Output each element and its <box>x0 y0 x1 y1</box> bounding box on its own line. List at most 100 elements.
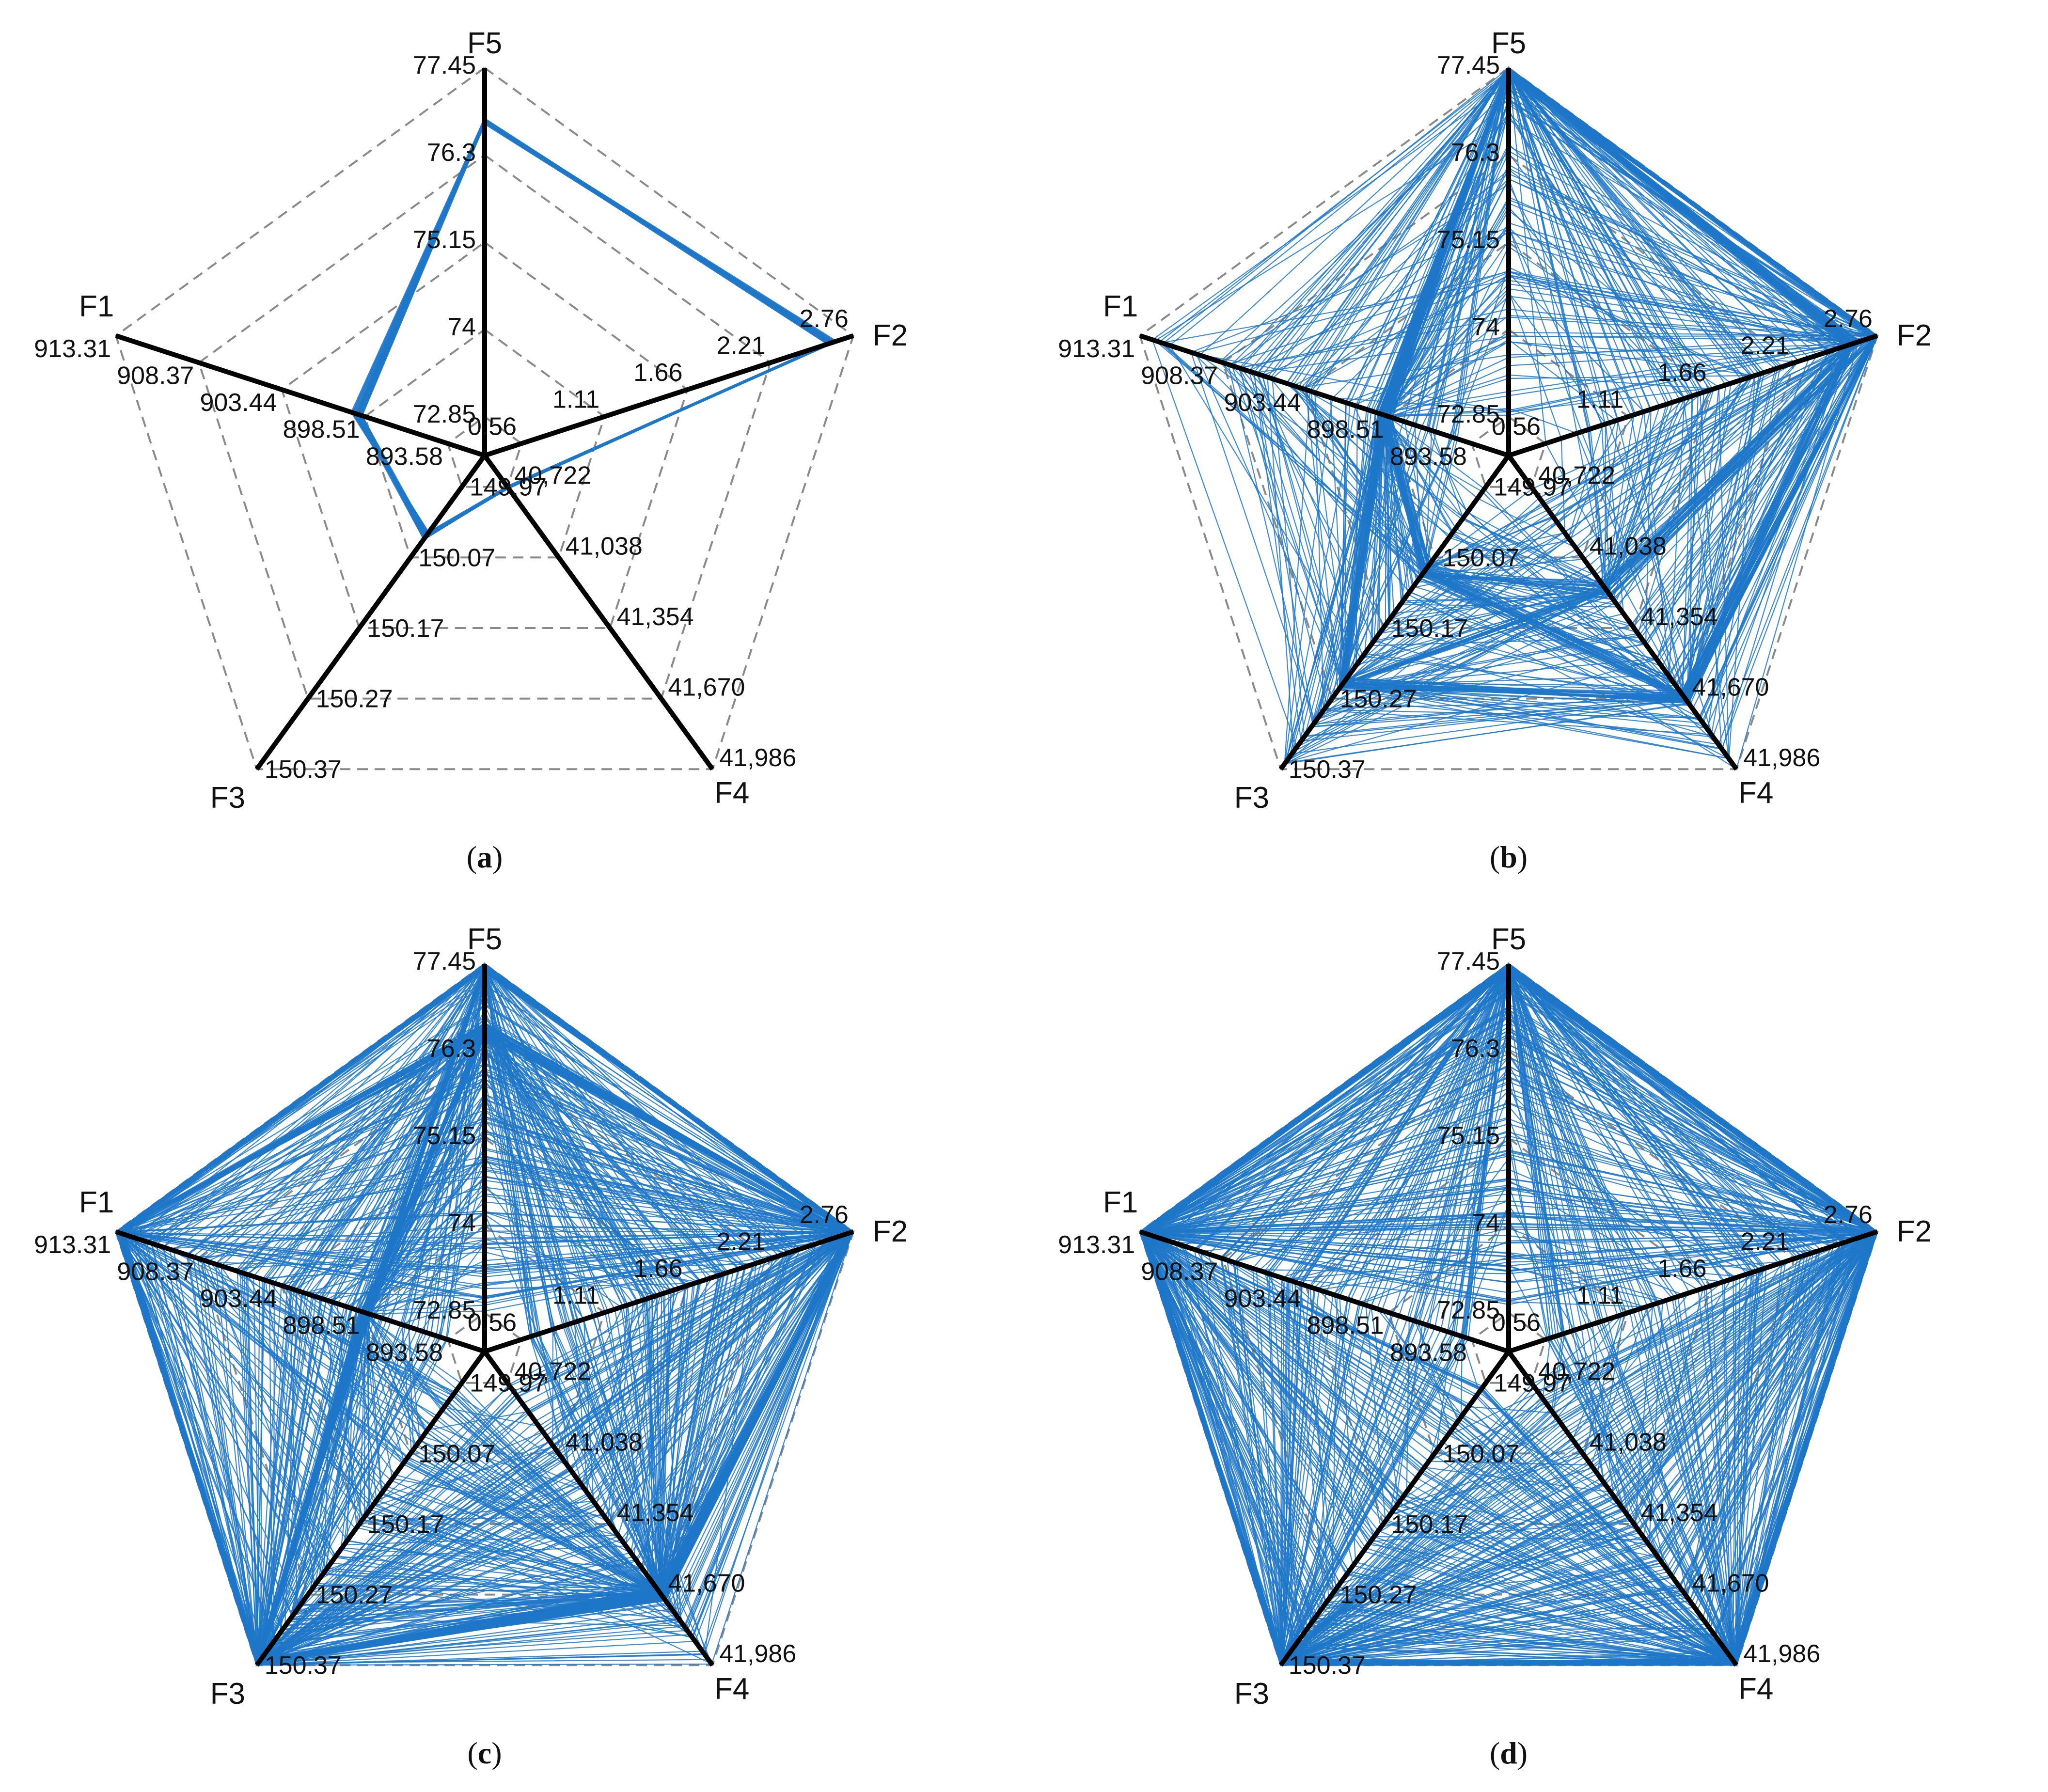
solution-line <box>360 121 835 539</box>
tick-label-F1: 913.31 <box>1058 335 1135 363</box>
tick-label-F2: 0.56 <box>468 1308 517 1336</box>
tick-label-F3: 150.07 <box>1442 1440 1519 1468</box>
tick-label-F5: 75.15 <box>413 1122 476 1150</box>
solution-line <box>1383 341 1756 760</box>
tick-label-F2: 1.11 <box>552 386 599 414</box>
solution-line <box>1141 1232 1870 1665</box>
tick-label-F5: 76.3 <box>1451 139 1500 167</box>
tick-label-F4: 41,354 <box>617 603 694 631</box>
caption-close-paren: ) <box>491 1736 502 1770</box>
solution-line <box>1284 970 1878 1661</box>
solution-line <box>1139 965 1704 1618</box>
tick-label-F4: 41,986 <box>1743 744 1820 772</box>
axis-name-F5: F5 <box>1491 27 1526 60</box>
solution-line <box>1419 267 1751 584</box>
solution-line <box>210 1232 851 1595</box>
tick-label-F4: 40,722 <box>514 1358 591 1386</box>
solution-line <box>1390 408 1608 592</box>
tick-label-F3: 150.07 <box>1442 544 1519 572</box>
solution-line <box>152 1077 583 1487</box>
solution-line <box>1414 972 1757 1666</box>
solution-line <box>1388 375 1756 699</box>
axis-F4 <box>482 1350 715 1667</box>
solution-line <box>1256 1231 1878 1664</box>
caption-open-paren: ( <box>1490 1736 1500 1770</box>
tick-label-F1: 898.51 <box>1307 1312 1384 1340</box>
solution-line <box>354 118 834 535</box>
axis-names: F1 F2 F3 F4 F5 <box>79 27 908 815</box>
radar-panel-b: 893.58 898.51 903.44 908.37 913.31 0.56 1.11 1.… <box>1024 0 2048 896</box>
tick-label-F4: 41,038 <box>566 1428 643 1456</box>
solution-line <box>115 964 658 1589</box>
caption-letter: b <box>1500 840 1517 874</box>
solution-line <box>1280 1257 1740 1666</box>
tick-label-F5: 77.45 <box>1437 51 1500 79</box>
tick-label-F4: 41,354 <box>1641 1499 1718 1527</box>
tick-label-F5: 72.85 <box>413 400 476 428</box>
solution-line <box>355 118 837 541</box>
caption-letter: a <box>477 840 492 874</box>
axis-F4 <box>1506 454 1739 771</box>
grid-ring-1 <box>446 415 523 488</box>
tick-label-F5: 77.45 <box>413 51 476 79</box>
solution-line <box>1311 222 1873 727</box>
axis-F1 <box>1139 333 1510 458</box>
tick-label-F5: 75.15 <box>1437 1122 1500 1150</box>
solution-line <box>1236 973 1858 1666</box>
axis-name-F4: F4 <box>714 776 749 810</box>
axis-name-F2: F2 <box>1897 319 1932 352</box>
grid-ring-5 <box>114 66 855 770</box>
tick-label-F5: 72.85 <box>1437 400 1500 428</box>
tick-label-F3: 150.17 <box>1391 1510 1468 1539</box>
axis-names: F1 F2 F3 F4 F5 <box>1103 27 1932 815</box>
panel-caption: (c) <box>467 1736 502 1770</box>
axis-name-F1: F1 <box>79 290 114 323</box>
solution-line <box>352 118 836 536</box>
radar-panel-a: 893.58 898.51 903.44 908.37 913.31 0.56 1.11 1.… <box>0 0 1024 896</box>
tick-label-F2: 2.21 <box>716 1227 765 1256</box>
solution-line <box>256 1028 763 1666</box>
tick-label-F5: 75.15 <box>413 226 476 254</box>
axis-names: F1 F2 F3 F4 F5 <box>79 923 908 1711</box>
grid-ring-5 <box>114 962 855 1666</box>
tick-label-F4: 40,722 <box>1538 1358 1615 1386</box>
solution-line <box>1263 963 1878 1540</box>
tick-label-F5: 72.85 <box>413 1296 476 1324</box>
solution-line <box>1139 963 1878 1666</box>
tick-label-F5: 74 <box>448 1209 476 1237</box>
solution-line <box>1432 108 1660 586</box>
tick-label-F1: 893.58 <box>366 1338 443 1367</box>
grid-ring-1 <box>1470 415 1547 488</box>
tick-label-F2: 1.11 <box>1576 386 1623 414</box>
axis-name-F2: F2 <box>873 1215 908 1248</box>
axis-F4 <box>1506 1350 1739 1667</box>
axis-names: F1 F2 F3 F4 F5 <box>1103 923 1932 1711</box>
radar-panel-c: 893.58 898.51 903.44 908.37 913.31 0.56 1.11 1.… <box>0 896 1024 1792</box>
tick-label-F3: 150.27 <box>1340 1581 1417 1609</box>
tick-label-F2: 2.76 <box>1824 1201 1873 1229</box>
axis-F2 <box>484 1229 854 1354</box>
tick-label-F1: 898.51 <box>1307 416 1384 444</box>
solution-line <box>1424 68 1859 770</box>
tick-label-F1: 893.58 <box>1390 442 1467 471</box>
solution-line <box>355 118 833 537</box>
tick-label-F1: 903.44 <box>1224 389 1301 417</box>
solution-lines <box>114 962 855 1667</box>
solution-line <box>279 1229 754 1602</box>
tick-label-F3: 149.97 <box>470 1369 547 1398</box>
solution-lines <box>350 117 838 541</box>
solution-line <box>1280 1138 1878 1666</box>
tick-label-F2: 0.56 <box>1492 1308 1541 1336</box>
solution-line <box>1142 992 1878 1624</box>
axes <box>1139 68 1878 771</box>
tick-label-F5: 77.45 <box>413 947 476 975</box>
solution-line <box>356 119 831 537</box>
tick-label-F2: 1.11 <box>552 1282 599 1310</box>
solution-line <box>1303 67 1878 710</box>
tick-label-F3: 149.97 <box>470 473 547 502</box>
solution-line <box>1139 1231 1737 1666</box>
